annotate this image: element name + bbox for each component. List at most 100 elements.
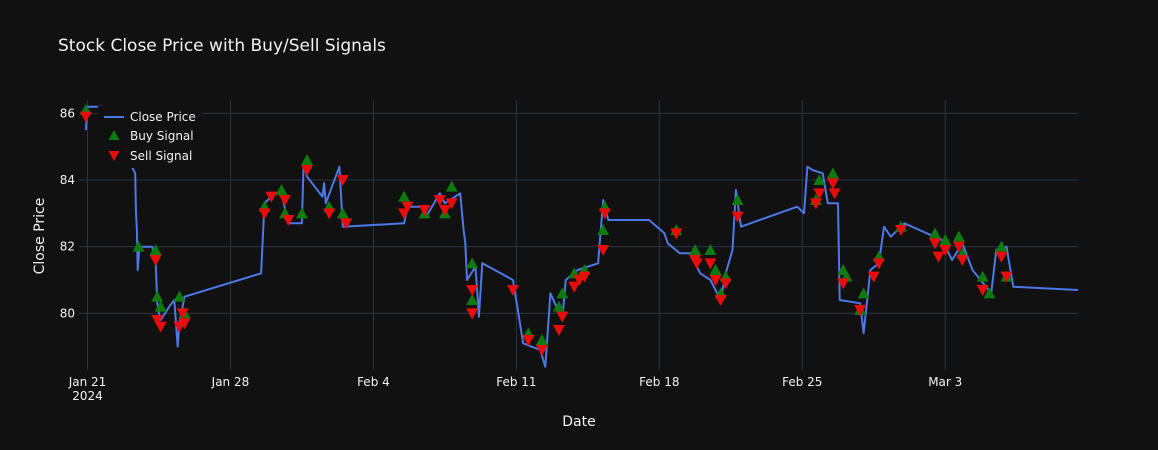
buy-signal-marker (709, 264, 722, 275)
sell-signal-marker (433, 195, 446, 206)
plot-area (79, 104, 1078, 368)
buy-signal-marker (731, 194, 744, 205)
sell-signal-marker (445, 198, 458, 210)
legend-label-sell-signal: Sell Signal (130, 149, 192, 163)
x-axis-title: Date (562, 414, 595, 430)
buy-signal-marker (995, 240, 1008, 252)
sell-signal-marker (976, 285, 989, 296)
sell-signal-marker (932, 251, 945, 263)
chart-title: Stock Close Price with Buy/Sell Signals (58, 36, 386, 56)
close-price-line (84, 105, 1078, 368)
sell-signal-marker (149, 255, 162, 266)
x-tick-sublabel: 2024 (72, 389, 103, 403)
sell-signal-marker (466, 308, 479, 320)
sell-signal-marker (282, 215, 295, 226)
sell-signal-marker (837, 278, 850, 290)
buy-signal-marker (939, 234, 952, 245)
buy-signal-marker (149, 244, 162, 255)
sell-signal-marker (809, 198, 822, 210)
buy-signal-marker (301, 154, 314, 165)
buy-signal-marker (336, 207, 349, 219)
sell-signal-marker (813, 188, 826, 200)
y-tick-label: 86 (60, 106, 75, 120)
sell-signal-marker (178, 318, 191, 330)
buy-signal-marker (556, 287, 569, 299)
x-tick-label: Feb 18 (639, 375, 679, 389)
y-axis-title: Close Price (32, 198, 48, 275)
sell-signal-marker (872, 258, 885, 270)
buy-signal-marker (983, 287, 996, 299)
legend-label-buy-signal: Buy Signal (130, 129, 194, 143)
buy-signal-marker (445, 180, 458, 192)
sell-signal-marker (578, 271, 591, 283)
buy-signal-marker (398, 190, 411, 202)
sell-signal-marker (401, 201, 414, 213)
sell-signal-marker (709, 275, 722, 286)
sell-signal-marker (552, 325, 565, 336)
buy-signal-marker (857, 287, 870, 299)
legend: Close Price Buy Signal Sell Signal (98, 106, 202, 168)
sell-signal-marker (854, 305, 867, 316)
buy-signal-marker (295, 207, 308, 219)
sell-signal-marker (731, 211, 744, 223)
sell-signal-marker (336, 175, 349, 186)
sell-signal-marker (323, 208, 336, 220)
sell-signal-marker (704, 258, 717, 270)
legend-label-close-price: Close Price (130, 110, 196, 124)
y-tick-label: 82 (60, 240, 75, 254)
grid (79, 100, 1078, 370)
sell-signal-marker (418, 205, 431, 216)
buy-signal-marker (952, 230, 965, 242)
sell-signal-marker (956, 255, 969, 266)
x-tick-label: Mar 3 (928, 375, 962, 389)
sell-signal-marker (151, 315, 164, 326)
sell-signal-marker (719, 278, 732, 290)
sell-signal-marker (867, 271, 880, 283)
sell-signal-marker (466, 285, 479, 296)
buy-signal-marker (552, 300, 565, 312)
sell-signal-marker (556, 311, 569, 323)
x-tick-label: Jan 21 (68, 375, 107, 389)
sell-signal-marker (265, 191, 278, 203)
buy-signal-marker (466, 257, 479, 269)
sell-signal-marker (598, 208, 611, 220)
sell-signal-marker (154, 321, 167, 333)
x-tick-label: Feb 4 (357, 375, 390, 389)
buy-signal-marker (826, 167, 839, 179)
sell-signal-marker (535, 345, 548, 356)
x-tick-label: Feb 11 (496, 375, 536, 389)
sell-signal-marker (828, 188, 841, 200)
sell-signal-marker (690, 258, 703, 270)
y-axis-ticks: 80 82 84 86 (60, 106, 75, 320)
sell-signal-marker (597, 245, 610, 256)
sell-signal-marker (438, 205, 451, 216)
buy-signal-marker (173, 290, 186, 302)
sell-signal-marker (995, 251, 1008, 263)
buy-signal-marker (154, 300, 167, 312)
x-tick-label: Jan 28 (211, 375, 250, 389)
sell-signal-marker (1000, 271, 1013, 283)
buy-signal-marker (689, 244, 702, 255)
sell-signal-marker (714, 295, 727, 306)
sell-signal-marker (301, 165, 314, 176)
buy-signal-marker (929, 227, 942, 239)
buy-signal-marker (132, 240, 145, 252)
sell-signal-marker (79, 111, 92, 123)
sell-signal-marker (340, 218, 353, 230)
sell-signal-marker (939, 245, 952, 256)
sell-signal-marker (258, 208, 271, 220)
buy-signal-marker (813, 174, 826, 185)
sell-signal-marker (522, 335, 535, 346)
sell-signal-marker (929, 238, 942, 250)
buy-signal-marker (275, 184, 288, 195)
legend-buy-swatch (108, 130, 120, 140)
sell-signal-marker (506, 285, 519, 296)
sell-signal-marker (568, 281, 581, 293)
sell-signal-marker (278, 195, 291, 206)
legend-sell-swatch (108, 151, 120, 161)
buy-signal-marker (704, 244, 717, 255)
sell-signal-marker (895, 225, 908, 236)
